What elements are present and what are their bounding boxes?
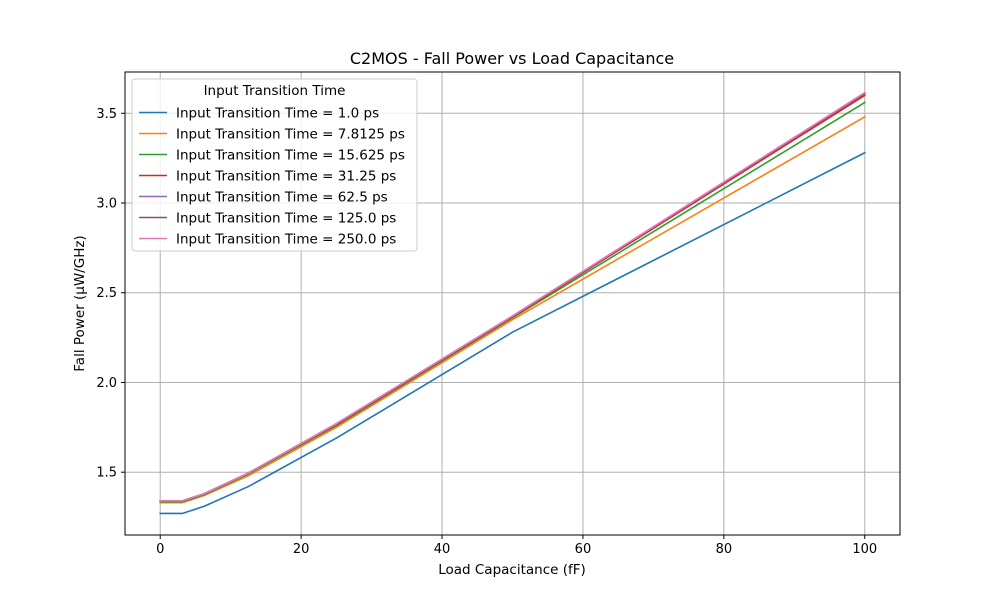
legend-entries: Input Transition Time = 1.0 ps Input Tran… [139, 106, 405, 248]
series-lines [159, 91, 866, 515]
legend-label-5: Input Transition Time = 62.5 ps [176, 190, 388, 206]
legend-label-7: Input Transition Time = 250.0 ps [176, 232, 396, 248]
legend-title: Input Transition Time [204, 83, 346, 99]
plot-area-frame [124, 71, 901, 536]
series-line-2 [159, 115, 866, 504]
y-tick-label: 2.0 [96, 376, 117, 391]
legend-label-4: Input Transition Time = 31.25 ps [176, 169, 396, 185]
y-tick-label: 3.0 [96, 197, 117, 212]
x-tick-label: 40 [434, 542, 451, 557]
legend: Input Transition Time Input Transition T… [131, 78, 418, 252]
y-tick-label: 1.5 [96, 466, 117, 481]
y-tick-label: 3.5 [96, 107, 117, 122]
legend-label-3: Input Transition Time = 15.625 ps [176, 148, 405, 164]
chart-title: C2MOS - Fall Power vs Load Capacitance [350, 49, 674, 68]
x-tick-label: 0 [156, 542, 164, 557]
legend-label-2: Input Transition Time = 7.8125 ps [176, 127, 405, 143]
series-line-1 [159, 151, 866, 515]
y-tick-label: 2.5 [96, 286, 117, 301]
y-axis-label: Fall Power (µW/GHz) [72, 235, 88, 371]
legend-box [131, 78, 418, 252]
legend-label-6: Input Transition Time = 125.0 ps [176, 211, 396, 227]
x-axis-label: Load Capacitance (fF) [438, 562, 586, 578]
x-tick-label: 20 [293, 542, 310, 557]
y-axis-ticks: 1.5 2.0 2.5 3.0 3.5 [96, 107, 125, 481]
x-tick-label: 80 [716, 542, 733, 557]
x-axis-ticks: 0 20 40 60 80 100 [156, 535, 877, 557]
legend-label-1: Input Transition Time = 1.0 ps [176, 106, 379, 122]
x-tick-label: 100 [852, 542, 877, 557]
x-tick-label: 60 [575, 542, 592, 557]
series-line-7 [159, 91, 866, 502]
